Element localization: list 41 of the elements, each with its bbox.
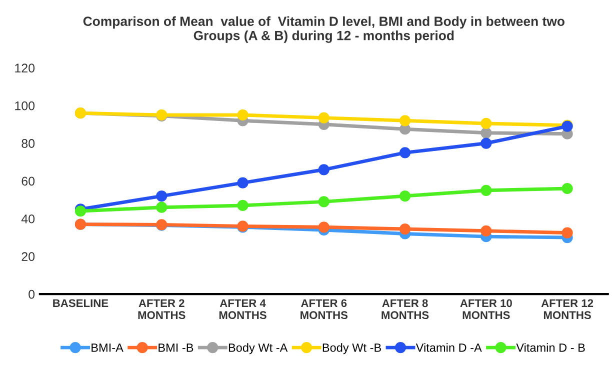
x-tick-label: AFTER 12 MONTHS xyxy=(541,299,594,320)
point xyxy=(318,164,330,176)
y-tick-label: 60 xyxy=(22,176,35,186)
legend-label: BMI-A xyxy=(92,344,124,352)
y-tick-label: 40 xyxy=(21,214,35,224)
point xyxy=(562,227,573,238)
point xyxy=(318,222,330,233)
point xyxy=(237,109,248,121)
point xyxy=(480,184,492,196)
point xyxy=(318,196,330,208)
legend-label: Vitamin D -A xyxy=(416,343,482,352)
point xyxy=(399,147,411,158)
point xyxy=(399,223,411,235)
y-tick-label: 100 xyxy=(15,101,35,110)
point xyxy=(562,182,573,194)
point xyxy=(237,200,248,212)
point xyxy=(318,112,330,124)
legend-label: BMI -B xyxy=(158,344,194,352)
legend-label: Body Wt -A xyxy=(228,343,288,354)
point xyxy=(480,225,492,236)
x-tick-label: BASELINE xyxy=(53,299,108,308)
point xyxy=(480,127,492,138)
x-tick-label: AFTER 10 MONTHS xyxy=(460,299,512,320)
point xyxy=(156,202,168,213)
legend-label: Body Wt -B xyxy=(322,343,381,354)
y-tick-label: 80 xyxy=(22,139,35,148)
x-tick-label: AFTER 6 MONTHS xyxy=(300,299,348,320)
chart-title: Comparison of Mean value of Vitamin D level, BMI and Body in between two Groups (A & B) during 12 - months period xyxy=(83,16,564,43)
point xyxy=(480,118,492,130)
point xyxy=(480,138,492,149)
x-tick-label: AFTER 2 MONTHS xyxy=(138,299,186,320)
point xyxy=(237,177,248,188)
point xyxy=(399,115,411,126)
y-tick-label: 120 xyxy=(15,64,35,73)
x-tick-label: AFTER 4 MONTHS xyxy=(219,299,266,320)
point xyxy=(399,190,411,202)
y-tick-label: 20 xyxy=(22,252,35,262)
legend-label: Vitamin D - B xyxy=(516,343,585,352)
x-tick-label: AFTER 8 MONTHS xyxy=(382,299,429,320)
point xyxy=(156,190,168,202)
y-tick-label: 0 xyxy=(28,290,35,299)
